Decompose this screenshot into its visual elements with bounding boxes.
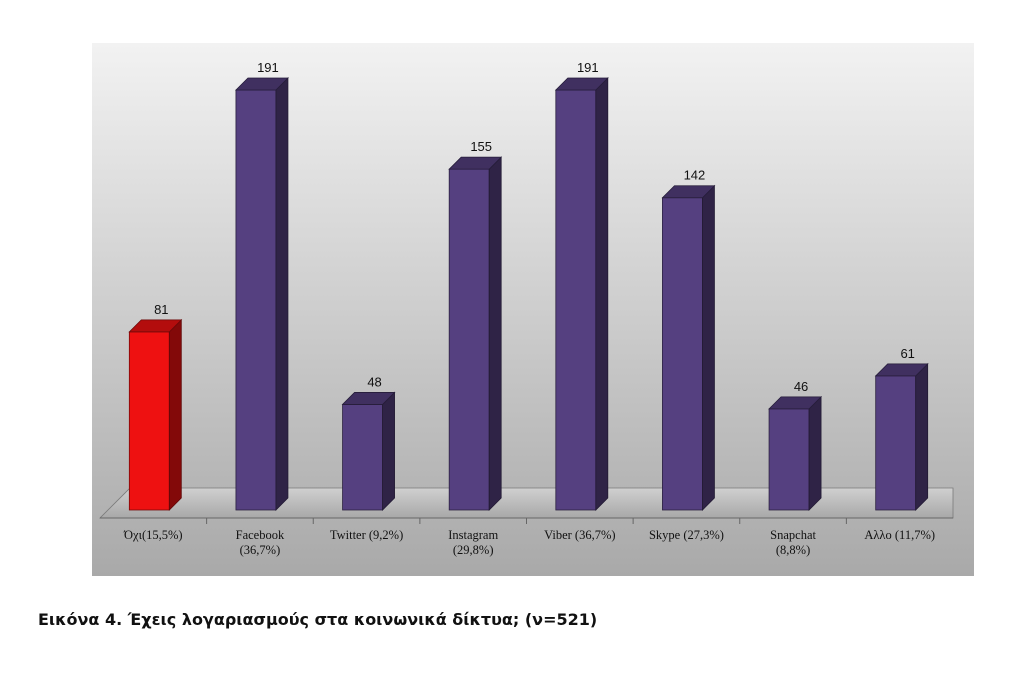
bar-5 xyxy=(661,184,716,511)
bar-top-2 xyxy=(341,392,396,405)
category-label-2: Twitter (9,2%) xyxy=(330,528,403,542)
bar-side-6 xyxy=(808,395,822,511)
bar-6 xyxy=(768,395,823,511)
bar-front-6 xyxy=(768,408,810,511)
category-label-5: Skype (27,3%) xyxy=(649,528,724,542)
chart-floor xyxy=(99,487,954,519)
category-label-7: Αλλο (11,7%) xyxy=(864,528,935,542)
bar-front-5 xyxy=(662,197,703,511)
bar-2 xyxy=(341,391,396,511)
bar-top-3 xyxy=(448,156,503,170)
bar-front-4 xyxy=(555,89,597,511)
value-label-1: 191 xyxy=(257,60,279,75)
bar-0 xyxy=(128,318,183,511)
bar-front-2 xyxy=(342,404,383,511)
bar-top-6 xyxy=(768,396,823,410)
bar-front-7 xyxy=(875,375,917,511)
bar-side-4 xyxy=(595,77,609,511)
category-label-3: Instagram (29,8%) xyxy=(448,528,498,557)
bar-4 xyxy=(554,77,609,511)
figure-caption: Εικόνα 4. Έχεις λογαριασμούς στα κοινωνι… xyxy=(38,610,598,629)
bar-front-0 xyxy=(128,331,170,511)
value-label-4: 191 xyxy=(577,60,599,75)
value-label-5: 142 xyxy=(684,168,706,183)
bar-1 xyxy=(234,77,289,511)
bar-front-3 xyxy=(448,168,490,511)
bar-side-3 xyxy=(488,156,502,511)
bar-top-0 xyxy=(128,319,183,333)
bar-side-1 xyxy=(275,77,289,511)
bar-top-1 xyxy=(234,77,289,91)
bar-7 xyxy=(874,362,929,511)
category-label-0: Όχι(15,5%) xyxy=(123,528,183,542)
category-label-6: Snapchat (8,8%) xyxy=(770,528,816,557)
category-label-4: Viber (36,7%) xyxy=(544,528,615,542)
value-label-0: 81 xyxy=(154,302,168,317)
bar-side-2 xyxy=(382,391,395,511)
bar-top-7 xyxy=(874,363,929,377)
bar-front-1 xyxy=(235,89,277,511)
bar-top-5 xyxy=(661,185,716,199)
value-label-3: 155 xyxy=(470,139,492,154)
bar-side-5 xyxy=(702,184,715,511)
bar-side-0 xyxy=(168,318,182,511)
bar-3 xyxy=(448,156,503,511)
value-label-2: 48 xyxy=(367,374,381,389)
bar-side-7 xyxy=(915,362,929,511)
value-label-7: 61 xyxy=(900,346,914,361)
category-label-1: Facebook (36,7%) xyxy=(236,528,285,557)
value-label-6: 46 xyxy=(794,379,808,394)
bar-top-4 xyxy=(554,77,609,91)
